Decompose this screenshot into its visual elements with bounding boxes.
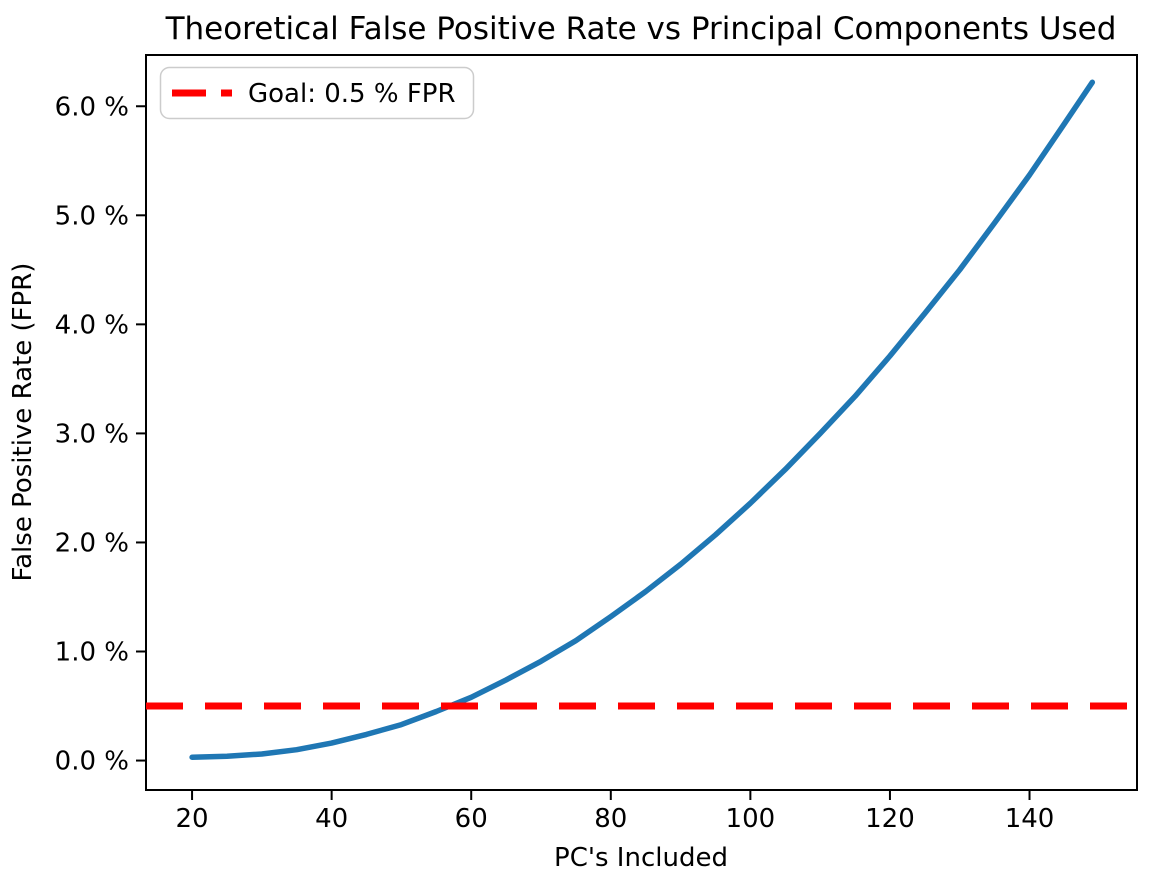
y-tick-label: 5.0 %	[55, 201, 129, 231]
series-layer	[146, 79, 1137, 761]
y-tick-label: 3.0 %	[55, 419, 129, 449]
y-axis: 0.0 % 1.0 % 2.0 % 3.0 % 4.0 % 5.0 % 6.0 %	[55, 92, 146, 777]
x-tick-label: 20	[176, 804, 209, 834]
legend-box	[159, 66, 475, 120]
axes-frame	[145, 54, 1138, 791]
y-tick-label: 4.0 %	[55, 310, 129, 340]
chart-title: Theoretical False Positive Rate vs Princ…	[165, 11, 1117, 47]
x-axis: 20 40 60 80 100 120 140	[176, 790, 1055, 834]
x-tick-label: 40	[315, 804, 348, 834]
y-axis-label: False Positive Rate (FPR)	[8, 263, 38, 582]
x-tick-label: 80	[594, 804, 627, 834]
y-tick-label: 6.0 %	[55, 92, 129, 122]
x-tick-label: 120	[865, 804, 915, 834]
x-axis-label: PC's Included	[554, 843, 728, 873]
legend: Goal: 0.5 % FPR	[159, 66, 475, 120]
x-tick-label: 60	[455, 804, 488, 834]
y-tick-label: 0.0 %	[55, 747, 129, 777]
theoretical-fpr-curve	[189, 79, 1096, 761]
y-tick-label: 2.0 %	[55, 528, 129, 558]
legend-label: Goal: 0.5 % FPR	[248, 79, 456, 109]
x-tick-label: 140	[1005, 804, 1055, 834]
y-tick-label: 1.0 %	[55, 638, 129, 668]
x-tick-label: 100	[726, 804, 776, 834]
